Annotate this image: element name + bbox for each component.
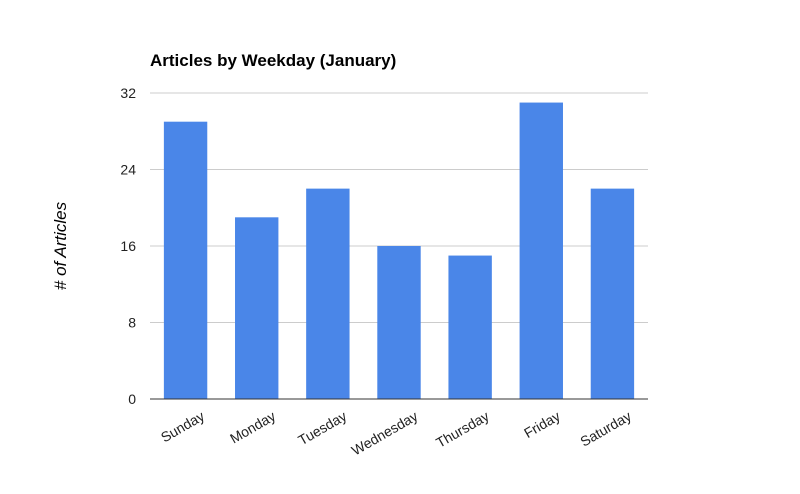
y-tick-label: 8 — [128, 315, 136, 331]
x-tick-label: Thursday — [433, 408, 492, 451]
y-tick-label: 24 — [120, 162, 136, 178]
x-tick-label: Friday — [521, 408, 563, 441]
y-tick-label: 32 — [120, 85, 136, 101]
x-tick-label: Sunday — [158, 408, 207, 446]
chart-title: Articles by Weekday (January) — [150, 51, 396, 70]
y-tick-label: 0 — [128, 391, 136, 407]
bar — [590, 188, 635, 399]
x-tick-label: Tuesday — [295, 408, 349, 448]
bar — [163, 121, 208, 399]
bar — [448, 255, 492, 399]
x-tick-label: Saturday — [577, 408, 634, 450]
bar — [377, 246, 421, 399]
bar — [235, 217, 279, 399]
bar — [519, 102, 563, 399]
x-tick-label: Monday — [227, 408, 278, 447]
x-tick-label: Wednesday — [349, 408, 421, 459]
y-tick-label: 16 — [120, 238, 136, 254]
bar — [306, 188, 350, 399]
y-axis-label: # of Articles — [51, 201, 70, 290]
